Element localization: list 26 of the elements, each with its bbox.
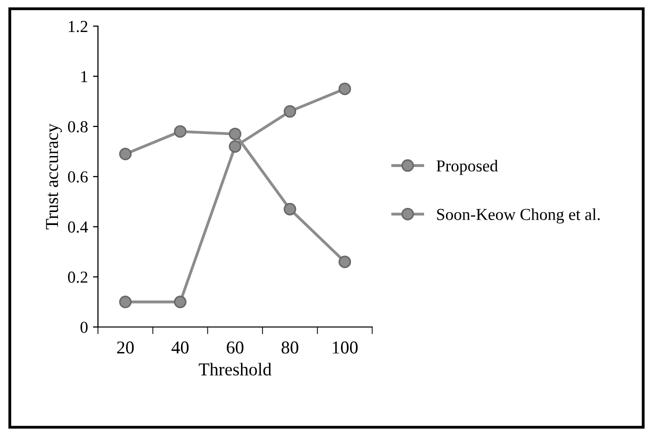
point <box>119 148 132 160</box>
x-tick-label: 100 <box>332 341 358 354</box>
point <box>338 256 352 268</box>
y-tick-label: 0.8 <box>68 121 88 132</box>
point <box>338 82 352 96</box>
x-tick-label: 80 <box>282 341 298 354</box>
point <box>228 128 242 140</box>
point <box>284 105 296 118</box>
y-tick-label: 0 <box>80 322 88 333</box>
point <box>284 202 296 216</box>
y-tick-label: 0.2 <box>68 272 88 283</box>
point <box>228 140 242 153</box>
x-tick-label: 40 <box>172 341 189 354</box>
point <box>119 296 132 308</box>
y-tick-label: 1.2 <box>68 20 88 32</box>
legend-label: Soon-Keow Chong et al. <box>437 208 600 224</box>
y-tick-label: 1 <box>81 71 88 82</box>
x-tick-label: 20 <box>117 341 134 354</box>
y-tick-label: 0.6 <box>68 171 88 183</box>
point <box>174 125 186 138</box>
x-tick-label: 60 <box>226 341 244 354</box>
y-tick-label: 0.4 <box>68 221 88 233</box>
legend-label: Proposed <box>436 160 498 175</box>
x-axis-title: Threshold <box>198 362 272 376</box>
y-axis-title: Trust accuracy <box>46 124 62 230</box>
point <box>174 296 186 308</box>
